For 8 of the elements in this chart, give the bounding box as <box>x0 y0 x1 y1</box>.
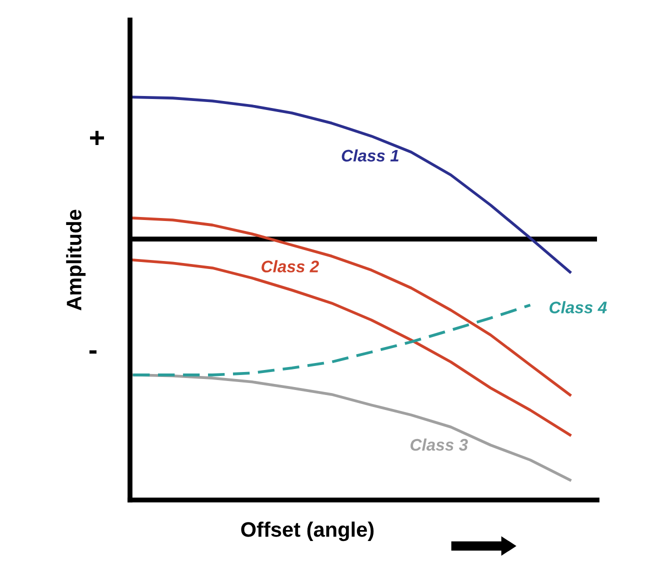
series-label: Class 4 <box>550 301 607 314</box>
series-label: Class 2 <box>262 260 319 272</box>
text: - <box>89 350 97 354</box>
x-axis-title: Offset (angle) <box>241 522 374 542</box>
text: + <box>90 130 104 145</box>
series-label: Class 1 <box>342 149 398 162</box>
y-axis-title: Amplitude <box>66 210 86 310</box>
series-label: Class 3 <box>410 438 468 451</box>
